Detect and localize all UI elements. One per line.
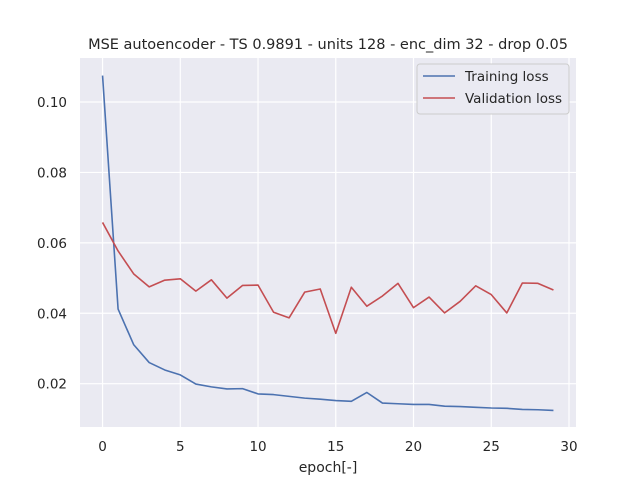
x-tick-label: 25 (483, 439, 500, 455)
series-line-validation-loss (101, 222, 554, 335)
y-tick-label: 0.10 (37, 95, 67, 111)
y-tick-label: 0.08 (37, 165, 67, 181)
x-tick-label: 15 (327, 439, 344, 455)
legend: Training loss Validation loss (416, 63, 570, 115)
series-line-training-loss (101, 75, 554, 412)
legend-label-validation-loss: Validation loss (465, 91, 562, 107)
x-tick-label: 10 (249, 439, 266, 455)
x-tick-labels: 0 5 10 15 20 25 30 (98, 439, 577, 455)
chart-title: MSE autoencoder - TS 0.9891 - units 128 … (88, 37, 568, 53)
x-tick-label: 0 (98, 439, 107, 455)
y-tick-label: 0.06 (37, 236, 67, 252)
x-tick-label: 20 (405, 439, 422, 455)
legend-label-training-loss: Training loss (464, 69, 549, 85)
grid (80, 58, 576, 427)
series-lines (101, 75, 554, 412)
x-tick-label: 5 (176, 439, 185, 455)
x-tick-label: 30 (560, 439, 577, 455)
y-tick-labels: 0.02 0.04 0.06 0.08 0.10 (37, 95, 67, 393)
y-tick-label: 0.02 (37, 377, 67, 393)
x-axis-label: epoch[-] (299, 460, 358, 476)
y-tick-label: 0.04 (37, 306, 67, 322)
